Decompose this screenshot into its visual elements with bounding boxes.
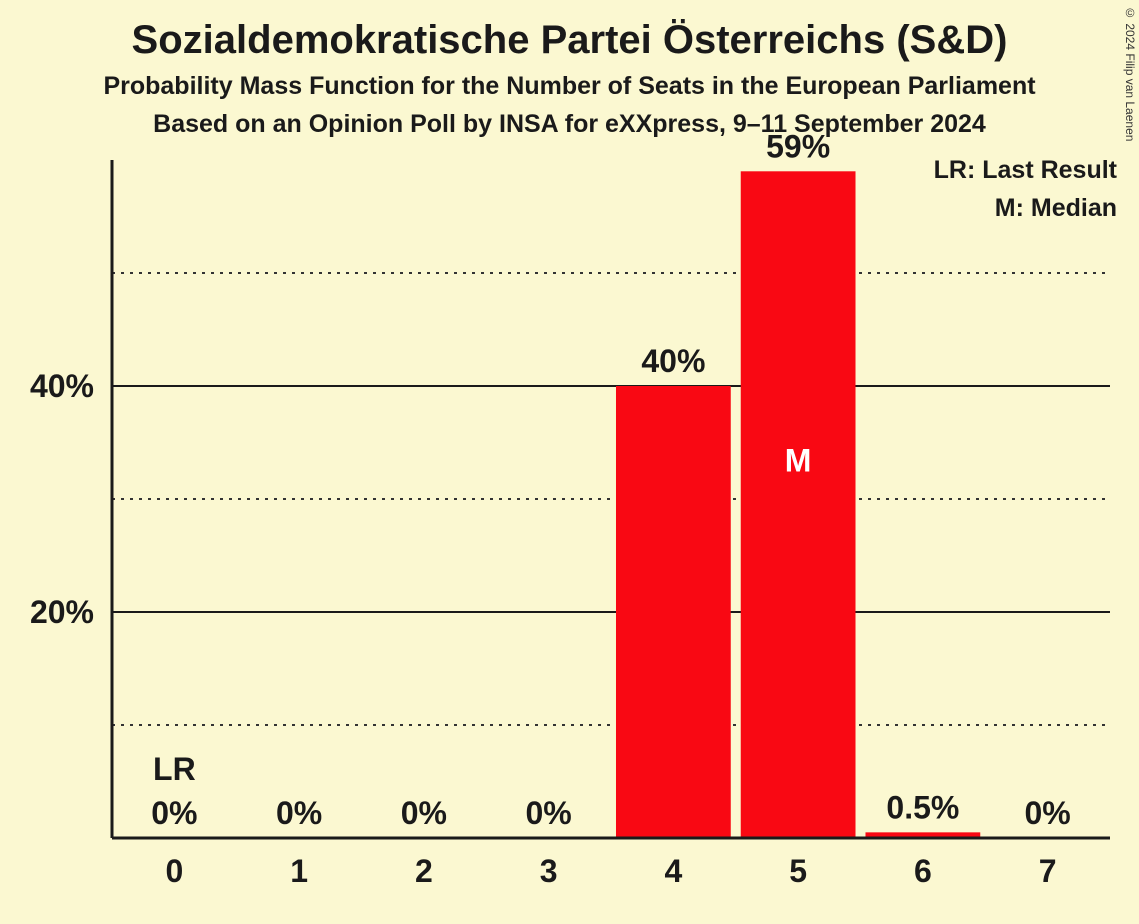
bar-value-label: 0% [151, 795, 197, 831]
bar-chart: 20%40%0%LR00%10%20%340%459%M50.5%60%7 [0, 0, 1139, 924]
bar-value-label: 0.5% [886, 789, 959, 825]
bar-annotation-lr: LR [153, 751, 196, 787]
bar-value-label: 0% [276, 795, 322, 831]
x-tick-label: 5 [789, 853, 807, 889]
x-tick-label: 1 [290, 853, 308, 889]
x-tick-label: 0 [165, 853, 183, 889]
x-tick-label: 4 [664, 853, 682, 889]
y-tick-label: 20% [30, 594, 94, 630]
bar-annotation-median: M [785, 442, 812, 478]
bar-value-label: 0% [526, 795, 572, 831]
bar [741, 171, 856, 838]
x-tick-label: 7 [1039, 853, 1057, 889]
x-tick-label: 3 [540, 853, 558, 889]
bar-value-label: 0% [401, 795, 447, 831]
bar-value-label: 40% [641, 343, 705, 379]
x-tick-label: 2 [415, 853, 433, 889]
bar-value-label: 0% [1025, 795, 1071, 831]
bar [616, 386, 731, 838]
bar-value-label: 59% [766, 128, 830, 164]
y-tick-label: 40% [30, 368, 94, 404]
x-tick-label: 6 [914, 853, 932, 889]
